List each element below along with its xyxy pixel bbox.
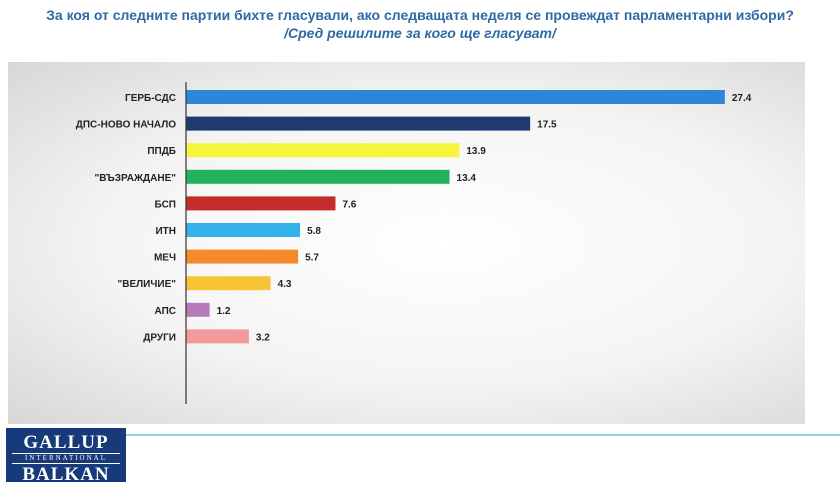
logo-text-top: GALLUP bbox=[23, 432, 109, 453]
chart-title: За коя от следните партии бихте гласувал… bbox=[46, 7, 794, 23]
value-label: 3.2 bbox=[256, 332, 270, 343]
bar bbox=[186, 276, 271, 291]
value-label: 7.6 bbox=[342, 199, 356, 210]
bar bbox=[186, 249, 299, 264]
chart-panel: ГЕРБ-СДС 27.4 ДПС-НОВО НАЧАЛО 17.5 ППДБ 13.9 "… bbox=[8, 62, 805, 424]
bar bbox=[186, 90, 725, 104]
category-label: ГЕРБ-СДС bbox=[125, 93, 176, 104]
logo-text-bottom: BALKAN bbox=[22, 464, 110, 485]
category-label: "ВЪЗРАЖДАНЕ" bbox=[95, 173, 177, 184]
bar bbox=[186, 169, 450, 184]
category-label: ДПС-НОВО НАЧАЛО bbox=[76, 120, 176, 131]
value-label: 1.2 bbox=[217, 306, 231, 317]
category-label: МЕЧ bbox=[154, 253, 176, 264]
category-label: БСП bbox=[155, 199, 176, 210]
footer-divider bbox=[126, 434, 840, 436]
bar-chart: ГЕРБ-СДС 27.4 ДПС-НОВО НАЧАЛО 17.5 ППДБ 13.9 "… bbox=[76, 82, 752, 404]
bar bbox=[186, 329, 249, 344]
bar bbox=[186, 116, 531, 131]
logo-text-middle: INTERNATIONAL bbox=[12, 453, 120, 464]
gallup-logo: GALLUP INTERNATIONAL BALKAN bbox=[6, 428, 126, 485]
category-label: ППДБ bbox=[147, 146, 176, 157]
category-label: ИТН bbox=[155, 226, 176, 237]
bar bbox=[186, 223, 301, 237]
category-label: ДРУГИ bbox=[143, 332, 176, 343]
value-label: 5.7 bbox=[305, 253, 319, 264]
value-label: 13.4 bbox=[457, 173, 477, 184]
value-label: 17.5 bbox=[537, 120, 557, 131]
chart-subtitle: /Сред решилите за кого ще гласуват/ bbox=[284, 25, 556, 41]
value-label: 27.4 bbox=[732, 93, 752, 104]
bar bbox=[186, 196, 336, 211]
value-label: 4.3 bbox=[278, 279, 292, 290]
bar bbox=[186, 143, 460, 158]
bar bbox=[186, 302, 210, 317]
value-label: 13.9 bbox=[466, 146, 486, 157]
category-label: АПС bbox=[155, 306, 177, 317]
value-label: 5.8 bbox=[307, 226, 321, 237]
category-label: "ВЕЛИЧИЕ" bbox=[118, 279, 177, 290]
